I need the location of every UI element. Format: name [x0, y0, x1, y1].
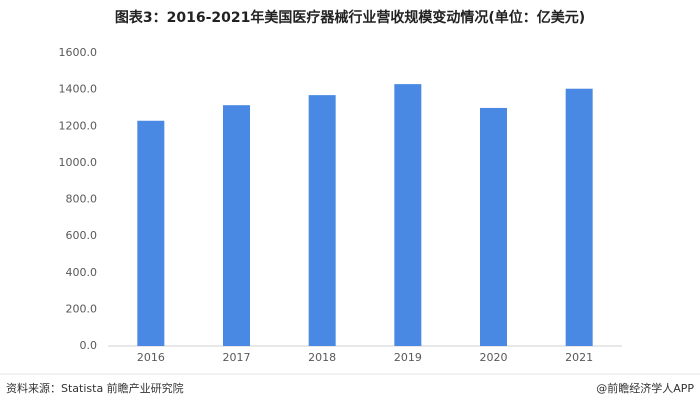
- source: 资料来源：Statista 前瞻产业研究院: [6, 381, 184, 395]
- y-tick-label: 200.0: [66, 302, 98, 315]
- x-tick-label: 2018: [308, 351, 336, 364]
- bar: [565, 88, 593, 346]
- bar: [394, 84, 422, 346]
- x-tick-label: 2020: [480, 351, 508, 364]
- bar: [308, 95, 336, 347]
- x-tick-label: 2019: [394, 351, 422, 364]
- y-tick-label: 1600.0: [59, 46, 98, 59]
- bar: [480, 107, 507, 346]
- x-tick-label: 2021: [565, 351, 593, 364]
- y-tick-label: 1200.0: [59, 119, 98, 132]
- credit: @前瞻经济学人APP: [596, 381, 694, 395]
- y-tick-label: 400.0: [66, 266, 98, 279]
- y-tick-label: 1400.0: [59, 83, 98, 96]
- bar: [223, 105, 250, 346]
- y-tick-label: 800.0: [66, 193, 98, 206]
- chart-title: 图表3：2016-2021年美国医疗器械行业营收规模变动情况(单位：亿美元): [115, 9, 585, 26]
- y-tick-label: 1000.0: [59, 156, 98, 169]
- bar: [137, 120, 165, 346]
- x-tick-label: 2016: [137, 351, 165, 364]
- y-tick-label: 0.0: [80, 339, 98, 352]
- x-tick-label: 2017: [223, 351, 251, 364]
- y-tick-label: 600.0: [66, 229, 98, 242]
